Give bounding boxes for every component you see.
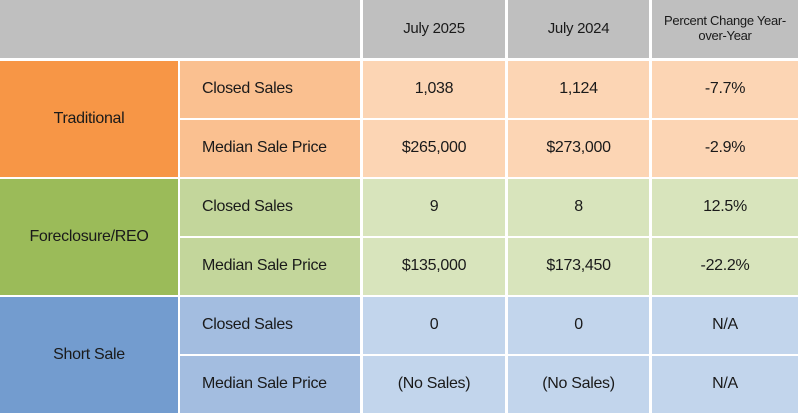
value-cell: $173,450 bbox=[508, 238, 649, 295]
value-cell: $273,000 bbox=[508, 120, 649, 177]
value-cell: 9 bbox=[363, 179, 505, 236]
header-blank bbox=[0, 0, 360, 58]
group-label: Traditional bbox=[0, 61, 178, 177]
metric-label: Closed Sales bbox=[180, 61, 360, 118]
value-cell: 1,038 bbox=[363, 61, 505, 118]
group-label: Foreclosure/REO bbox=[0, 179, 178, 295]
metric-label: Closed Sales bbox=[180, 297, 360, 354]
value-cell: -7.7% bbox=[652, 61, 798, 118]
value-cell: 0 bbox=[363, 297, 505, 354]
metric-label: Median Sale Price bbox=[180, 238, 360, 295]
value-cell: 0 bbox=[508, 297, 649, 354]
value-cell: -2.9% bbox=[652, 120, 798, 177]
group-label: Short Sale bbox=[0, 297, 178, 413]
value-cell: (No Sales) bbox=[508, 356, 649, 413]
value-cell: -22.2% bbox=[652, 238, 798, 295]
value-cell: N/A bbox=[652, 297, 798, 354]
value-cell: N/A bbox=[652, 356, 798, 413]
value-cell: 8 bbox=[508, 179, 649, 236]
value-cell: 12.5% bbox=[652, 179, 798, 236]
value-cell: (No Sales) bbox=[363, 356, 505, 413]
value-cell: $135,000 bbox=[363, 238, 505, 295]
column-header: July 2025 bbox=[363, 0, 505, 58]
column-header: July 2024 bbox=[508, 0, 649, 58]
metric-label: Median Sale Price bbox=[180, 356, 360, 413]
metric-label: Closed Sales bbox=[180, 179, 360, 236]
value-cell: $265,000 bbox=[363, 120, 505, 177]
column-header: Percent Change Year-over-Year bbox=[652, 0, 798, 58]
value-cell: 1,124 bbox=[508, 61, 649, 118]
metric-label: Median Sale Price bbox=[180, 120, 360, 177]
